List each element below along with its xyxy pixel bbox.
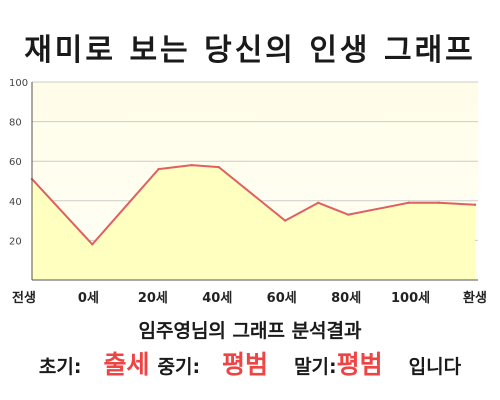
result-title: 임주영님의 그래프 분석결과: [138, 320, 362, 342]
data-point: [217, 165, 221, 169]
x-tick-label: 80세: [331, 291, 361, 306]
data-point: [190, 163, 193, 167]
chart-title: 재미로 보는 당신의 인생 그래프: [24, 33, 476, 68]
mid-label: 중기:: [157, 356, 201, 378]
data-point: [91, 243, 94, 246]
data-point: [347, 213, 350, 216]
x-tick-label: 60세: [267, 291, 297, 306]
x-tick-label: 전생: [12, 290, 36, 306]
x-tick-label: 20세: [138, 291, 168, 306]
early-label: 초기:: [38, 356, 82, 378]
data-point: [317, 201, 320, 204]
series-area: [32, 165, 475, 280]
y-tick-label: 60: [9, 157, 22, 168]
x-tick-label: 40세: [202, 291, 232, 306]
x-tick-label: 환생: [463, 290, 487, 306]
late-label: 말기:: [294, 356, 337, 378]
result-line: 초기: 출세 중기: 평범 말기:평범 입니다: [0, 348, 500, 382]
data-point: [283, 219, 287, 222]
y-tick-label: 40: [9, 197, 22, 208]
x-tick-label: 0세: [78, 291, 99, 306]
x-tick-label: 100세: [391, 291, 430, 306]
early-value: 출세: [103, 350, 150, 379]
life-graph-chart: 20 40 60 80 100 전생 0세 20세 40세 60세 80세 100세 환생: [9, 78, 487, 306]
result-suffix: 입니다: [408, 356, 462, 378]
y-tick-label: 80: [9, 118, 22, 129]
data-point: [437, 201, 441, 204]
late-value: 평범: [336, 350, 383, 379]
mid-value: 평범: [222, 350, 269, 379]
y-tick-label: 100: [9, 78, 28, 89]
data-point: [473, 203, 477, 206]
data-point: [157, 167, 160, 171]
y-tick-label: 20: [9, 236, 22, 247]
data-point: [407, 201, 410, 204]
